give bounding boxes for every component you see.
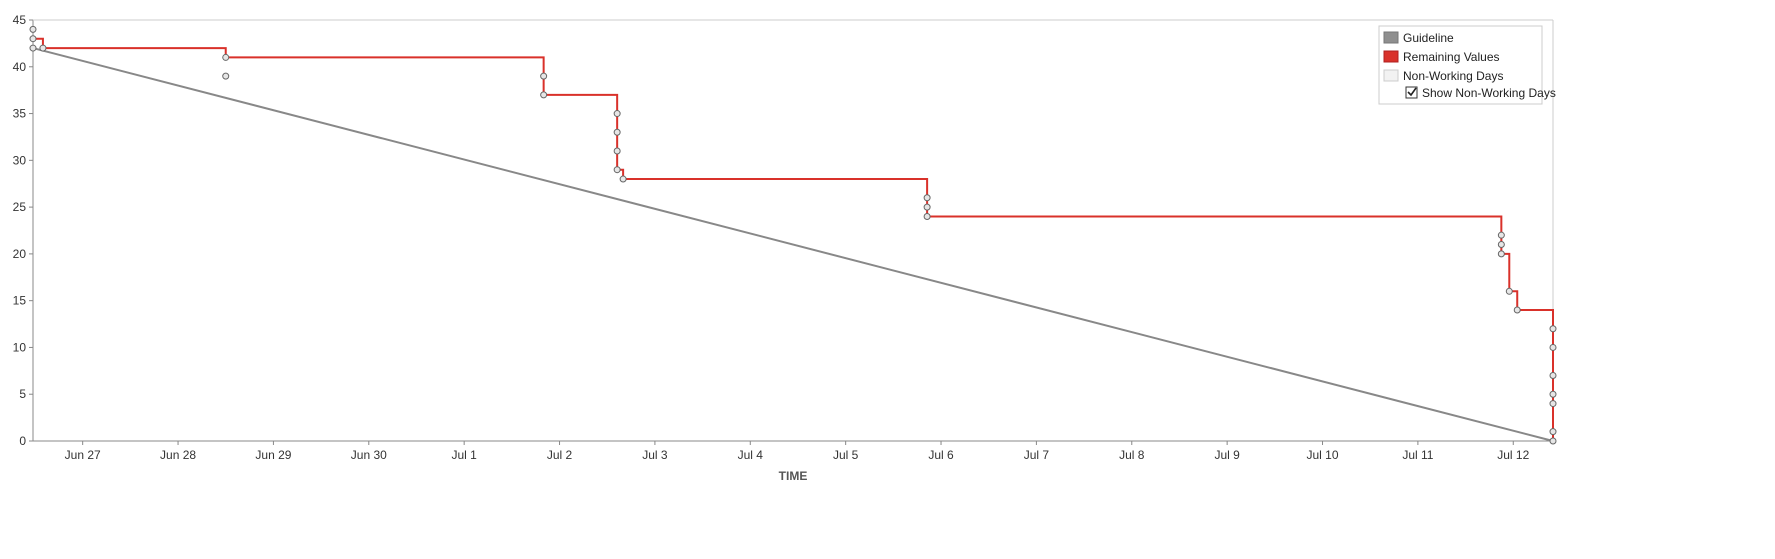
data-point[interactable]: [29, 35, 37, 43]
legend-swatch-non-working-days: [1383, 69, 1399, 82]
y-tick-label: 15: [13, 294, 27, 308]
y-tick-label: 20: [13, 247, 27, 261]
y-tick-label: 35: [13, 107, 27, 121]
legend-label-non-working-days: Non-Working Days: [1403, 69, 1503, 83]
show-non-working-days-checkbox[interactable]: [1405, 86, 1418, 99]
y-tick-label: 25: [13, 200, 27, 214]
legend-item-remaining-values[interactable]: Remaining Values: [1383, 50, 1500, 64]
data-point[interactable]: [1549, 400, 1557, 408]
data-point[interactable]: [613, 166, 621, 174]
data-point[interactable]: [1505, 287, 1513, 295]
data-point[interactable]: [1549, 325, 1557, 333]
legend-item-non-working-days[interactable]: Non-Working Days: [1383, 69, 1503, 83]
x-tick-label: Jun 29: [255, 448, 291, 462]
data-point[interactable]: [1497, 231, 1505, 239]
legend: Guideline Remaining Values Non-Working D…: [1378, 25, 1556, 105]
x-tick-label: Jun 28: [160, 448, 196, 462]
y-tick-label: 0: [19, 434, 26, 448]
data-point[interactable]: [222, 53, 230, 61]
data-point[interactable]: [1549, 343, 1557, 351]
x-tick-label: Jul 7: [1024, 448, 1050, 462]
legend-label-guideline: Guideline: [1403, 31, 1454, 45]
y-axis-ticks: 0 5 10 15 20 25 30 35 40 45: [13, 13, 33, 448]
legend-label-remaining-values: Remaining Values: [1403, 50, 1500, 64]
data-point[interactable]: [1497, 241, 1505, 249]
data-point[interactable]: [613, 128, 621, 136]
x-tick-label: Jul 1: [451, 448, 477, 462]
x-tick-label: Jul 2: [547, 448, 573, 462]
x-axis-title: TIME: [779, 469, 808, 483]
y-tick-label: 10: [13, 340, 27, 354]
data-point[interactable]: [39, 44, 47, 52]
data-point[interactable]: [619, 175, 627, 183]
x-tick-label: Jun 30: [351, 448, 387, 462]
y-tick-label: 45: [13, 13, 27, 27]
data-point[interactable]: [222, 72, 230, 80]
x-tick-label: Jul 5: [833, 448, 859, 462]
checkmark-icon: [1407, 87, 1417, 97]
data-point[interactable]: [1549, 428, 1557, 436]
x-tick-label: Jul 3: [642, 448, 668, 462]
data-point[interactable]: [923, 212, 931, 220]
data-point[interactable]: [540, 91, 548, 99]
data-point[interactable]: [1549, 390, 1557, 398]
data-point[interactable]: [613, 147, 621, 155]
legend-swatch-guideline: [1383, 31, 1399, 44]
data-point[interactable]: [1513, 306, 1521, 314]
x-tick-label: Jul 8: [1119, 448, 1145, 462]
x-tick-label: Jul 4: [738, 448, 764, 462]
y-tick-label: 40: [13, 60, 27, 74]
data-point[interactable]: [1549, 437, 1557, 445]
data-point[interactable]: [923, 203, 931, 211]
data-point[interactable]: [540, 72, 548, 80]
series-line-guideline: [32, 47, 1554, 442]
y-tick-label: 5: [19, 387, 26, 401]
show-non-working-days-toggle[interactable]: Show Non-Working Days: [1405, 86, 1556, 100]
x-axis-ticks: Jun 27 Jun 28 Jun 29 Jun 30 Jul 1 Jul 2 Jul 3 J…: [65, 441, 1530, 462]
data-point[interactable]: [29, 44, 37, 52]
x-tick-label: Jul 6: [928, 448, 954, 462]
data-point[interactable]: [613, 110, 621, 118]
x-tick-label: Jul 9: [1214, 448, 1240, 462]
data-point[interactable]: [29, 25, 37, 33]
series-layer: [29, 25, 1557, 445]
x-tick-label: Jun 27: [65, 448, 101, 462]
x-tick-label: Jul 11: [1402, 448, 1433, 462]
show-non-working-days-label: Show Non-Working Days: [1422, 86, 1556, 100]
legend-item-guideline[interactable]: Guideline: [1383, 31, 1454, 45]
data-point[interactable]: [923, 194, 931, 202]
legend-swatch-remaining-values: [1383, 50, 1399, 63]
x-tick-label: Jul 12: [1497, 448, 1529, 462]
x-tick-label: Jul 10: [1307, 448, 1339, 462]
data-point[interactable]: [1549, 372, 1557, 380]
y-tick-label: 30: [13, 153, 27, 167]
data-point[interactable]: [1497, 250, 1505, 258]
series-line-remaining-values: [33, 37, 1554, 441]
